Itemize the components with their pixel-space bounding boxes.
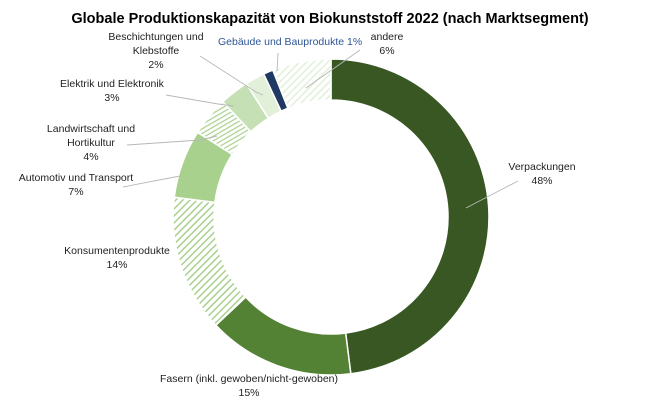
slice-verpackungen bbox=[330, 58, 490, 375]
category-label-line: Automotiv und Transport bbox=[19, 172, 133, 184]
value-label: 4% bbox=[83, 151, 98, 163]
value-label: 15% bbox=[238, 387, 259, 399]
category-label-line: Verpackungen bbox=[508, 161, 575, 173]
chart-title: Globale Produktionskapazität von Biokuns… bbox=[71, 11, 588, 27]
value-label: 6% bbox=[379, 45, 394, 57]
category-label-line: Gebäude und Bauprodukte 1% bbox=[218, 36, 362, 48]
leader-line-andere bbox=[305, 49, 361, 89]
leader-line-verpackungen bbox=[465, 180, 519, 209]
category-label-line: Beschichtungen und bbox=[108, 31, 203, 43]
leader-line-landwirtschaft-und-hortikultur bbox=[126, 135, 218, 146]
category-label-line: Klebstoffe bbox=[133, 45, 180, 57]
value-label: 7% bbox=[68, 186, 83, 198]
leader-line-gebaeude-und-bauprodukte-1 bbox=[276, 52, 279, 72]
value-label: 2% bbox=[148, 59, 163, 71]
value-label: 14% bbox=[106, 259, 127, 271]
slice-fasern-inkl-gewoben-nicht-gewoben bbox=[214, 296, 352, 376]
label-automotiv-und-transport: Automotiv und Transport 7% bbox=[19, 172, 133, 198]
value-label: 48% bbox=[531, 175, 552, 187]
leader-line-elektrik-und-elektronik bbox=[165, 94, 235, 107]
slice-andere bbox=[271, 58, 332, 110]
slice-labels: Verpackungen 48% Fasern (inkl. gewoben/nic… bbox=[19, 31, 576, 399]
slice-konsumentenprodukte bbox=[172, 196, 247, 327]
label-beschichtungen-und-klebstoffe: Beschichtungen und Klebstoffe 2% bbox=[108, 31, 203, 71]
label-fasern-inkl-gewoben-nicht-gewoben: Fasern (inkl. gewoben/nicht-gewoben) 15% bbox=[160, 373, 338, 399]
leader-lines bbox=[122, 49, 519, 209]
category-label-line: Fasern (inkl. gewoben/nicht-gewoben) bbox=[160, 373, 338, 385]
label-landwirtschaft-und-hortikultur: Landwirtschaft und Hortikultur 4% bbox=[47, 123, 135, 163]
leader-line-automotiv-und-transport bbox=[122, 175, 181, 188]
category-label-line: andere bbox=[371, 31, 404, 43]
label-gebaeude-und-bauprodukte-1: Gebäude und Bauprodukte 1% bbox=[218, 36, 362, 48]
value-label: 3% bbox=[104, 92, 119, 104]
label-verpackungen: Verpackungen 48% bbox=[508, 161, 575, 187]
label-elektrik-und-elektronik: Elektrik und Elektronik 3% bbox=[60, 78, 165, 104]
label-andere: andere 6% bbox=[371, 31, 404, 57]
label-konsumentenprodukte: Konsumentenprodukte 14% bbox=[64, 245, 170, 271]
category-label-line: Hortikultur bbox=[67, 137, 115, 149]
category-label-line: Konsumentenprodukte bbox=[64, 245, 170, 257]
donut-slices bbox=[172, 58, 490, 376]
category-label-line: Landwirtschaft und bbox=[47, 123, 135, 135]
leader-line-beschichtungen-und-klebstoffe bbox=[199, 55, 264, 96]
category-label-line: Elektrik und Elektronik bbox=[60, 78, 165, 90]
